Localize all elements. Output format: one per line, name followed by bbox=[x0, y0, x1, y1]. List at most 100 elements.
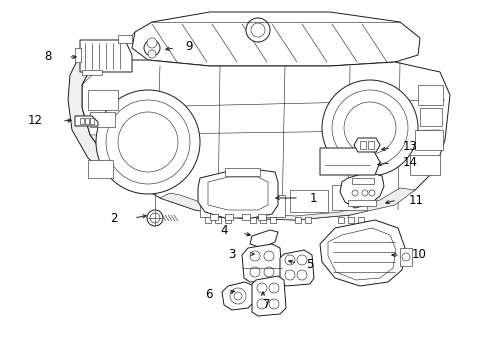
Text: 13: 13 bbox=[402, 140, 417, 153]
Circle shape bbox=[96, 90, 200, 194]
Circle shape bbox=[368, 190, 374, 196]
Bar bbox=[224, 217, 230, 223]
Polygon shape bbox=[222, 282, 256, 310]
Bar bbox=[215, 217, 221, 223]
Circle shape bbox=[285, 255, 294, 265]
Text: 10: 10 bbox=[411, 248, 426, 261]
Circle shape bbox=[264, 251, 273, 261]
Circle shape bbox=[321, 80, 417, 176]
Polygon shape bbox=[251, 276, 285, 316]
Bar bbox=[88, 160, 113, 178]
Polygon shape bbox=[353, 138, 379, 152]
Polygon shape bbox=[280, 250, 313, 286]
Polygon shape bbox=[327, 228, 395, 280]
Bar bbox=[249, 217, 256, 223]
Circle shape bbox=[118, 112, 178, 172]
Text: 9: 9 bbox=[184, 40, 192, 54]
Bar bbox=[414, 130, 442, 150]
Circle shape bbox=[147, 210, 163, 226]
Bar bbox=[224, 214, 232, 220]
Polygon shape bbox=[75, 116, 98, 126]
Bar bbox=[224, 168, 260, 176]
Bar bbox=[269, 217, 275, 223]
Text: 4: 4 bbox=[220, 225, 227, 238]
Circle shape bbox=[106, 100, 190, 184]
Bar bbox=[85, 118, 89, 124]
Bar bbox=[337, 217, 343, 223]
Bar bbox=[82, 70, 102, 75]
Bar bbox=[367, 141, 373, 149]
Bar bbox=[409, 155, 439, 175]
Circle shape bbox=[264, 267, 273, 277]
Bar bbox=[289, 190, 327, 212]
Text: 8: 8 bbox=[44, 50, 52, 63]
Bar bbox=[331, 185, 366, 210]
Bar bbox=[357, 217, 363, 223]
Bar bbox=[244, 195, 285, 217]
Circle shape bbox=[148, 50, 156, 58]
Circle shape bbox=[250, 23, 264, 37]
Polygon shape bbox=[198, 170, 278, 218]
Polygon shape bbox=[249, 230, 278, 248]
Bar bbox=[260, 217, 265, 223]
Bar bbox=[118, 35, 132, 43]
Text: 7: 7 bbox=[263, 298, 270, 311]
Circle shape bbox=[296, 270, 306, 280]
Circle shape bbox=[249, 251, 260, 261]
Circle shape bbox=[268, 299, 279, 309]
Polygon shape bbox=[319, 220, 404, 286]
Circle shape bbox=[401, 253, 409, 261]
Bar bbox=[399, 248, 411, 266]
Text: 2: 2 bbox=[110, 211, 118, 225]
Circle shape bbox=[361, 190, 367, 196]
Circle shape bbox=[150, 213, 160, 223]
Polygon shape bbox=[132, 12, 419, 66]
Bar bbox=[419, 108, 441, 126]
Polygon shape bbox=[207, 177, 267, 210]
Circle shape bbox=[343, 102, 395, 154]
Circle shape bbox=[257, 299, 266, 309]
Polygon shape bbox=[68, 55, 130, 180]
Bar bbox=[242, 214, 249, 220]
Circle shape bbox=[331, 90, 407, 166]
Bar bbox=[347, 217, 353, 223]
Polygon shape bbox=[319, 148, 379, 175]
Circle shape bbox=[234, 292, 242, 300]
Bar bbox=[204, 217, 210, 223]
Text: 11: 11 bbox=[408, 194, 423, 207]
Bar bbox=[351, 178, 373, 184]
Circle shape bbox=[285, 270, 294, 280]
Polygon shape bbox=[80, 40, 132, 72]
Bar bbox=[305, 217, 310, 223]
Bar bbox=[90, 112, 115, 127]
Circle shape bbox=[296, 255, 306, 265]
Circle shape bbox=[229, 288, 245, 304]
Polygon shape bbox=[82, 60, 449, 220]
Text: 14: 14 bbox=[402, 157, 417, 170]
Bar bbox=[80, 118, 84, 124]
Text: 6: 6 bbox=[205, 288, 213, 301]
Text: 5: 5 bbox=[305, 257, 313, 270]
Bar bbox=[75, 48, 81, 62]
Bar bbox=[200, 195, 240, 217]
Bar bbox=[294, 217, 301, 223]
Bar bbox=[359, 141, 365, 149]
Bar bbox=[417, 85, 442, 105]
Circle shape bbox=[245, 18, 269, 42]
Circle shape bbox=[147, 38, 157, 48]
Polygon shape bbox=[242, 244, 282, 282]
Polygon shape bbox=[339, 172, 383, 208]
Circle shape bbox=[257, 283, 266, 293]
Polygon shape bbox=[160, 188, 414, 220]
Bar bbox=[209, 214, 218, 220]
Bar bbox=[258, 214, 265, 220]
Text: 12: 12 bbox=[28, 114, 43, 127]
Text: 3: 3 bbox=[228, 248, 236, 261]
Bar bbox=[90, 118, 94, 124]
Circle shape bbox=[268, 283, 279, 293]
Circle shape bbox=[249, 267, 260, 277]
Bar bbox=[88, 90, 118, 110]
Text: 1: 1 bbox=[309, 192, 317, 204]
Bar bbox=[347, 200, 375, 206]
Circle shape bbox=[143, 40, 160, 56]
